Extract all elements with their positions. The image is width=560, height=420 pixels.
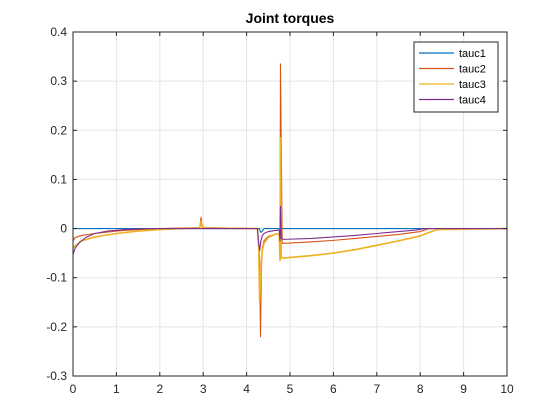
y-tick-label: -0.3 bbox=[46, 369, 67, 383]
axes-box bbox=[72, 31, 508, 377]
y-tick-label: 0.2 bbox=[50, 123, 67, 137]
x-tick-label: 0 bbox=[70, 382, 77, 396]
y-tick-label: -0.2 bbox=[46, 320, 67, 334]
x-tick-label: 10 bbox=[500, 382, 514, 396]
x-tick-label: 3 bbox=[200, 382, 207, 396]
x-tick-label: 2 bbox=[156, 382, 163, 396]
x-tick-label: 1 bbox=[113, 382, 120, 396]
plot-lines bbox=[73, 63, 507, 338]
legend-label: tauc2 bbox=[459, 64, 486, 76]
x-tick-label: 5 bbox=[287, 382, 294, 396]
legend-label: tauc3 bbox=[459, 79, 486, 91]
legend-box bbox=[413, 41, 499, 113]
x-tick-label: 9 bbox=[460, 382, 467, 396]
axes bbox=[72, 31, 508, 377]
y-tick-label: 0.4 bbox=[50, 25, 67, 39]
x-tick-label: 6 bbox=[330, 382, 337, 396]
y-tick-label: 0.3 bbox=[50, 74, 67, 88]
y-tick-label: 0.1 bbox=[50, 172, 67, 186]
series-line-tauc3 bbox=[73, 136, 507, 304]
y-tick-label: 0 bbox=[60, 222, 67, 236]
x-tick-label: 8 bbox=[417, 382, 424, 396]
x-tick-label: 7 bbox=[373, 382, 380, 396]
legend-label: tauc1 bbox=[459, 48, 486, 60]
series-line-tauc4 bbox=[73, 205, 507, 255]
y-tick-label: -0.1 bbox=[46, 271, 67, 285]
legend-label: tauc4 bbox=[459, 95, 486, 107]
series-line-tauc1 bbox=[73, 228, 507, 234]
x-tick-label: 4 bbox=[243, 382, 250, 396]
legend: tauc1 tauc2 tauc3 tauc4 bbox=[413, 41, 499, 113]
tick-labels: 0 1 2 3 4 5 6 7 8 9 10 -0.3 -0.2 -0.1 0 0.1 0.2 0.3 0.4 bbox=[46, 25, 514, 396]
chart-title: Joint torques bbox=[246, 10, 335, 26]
